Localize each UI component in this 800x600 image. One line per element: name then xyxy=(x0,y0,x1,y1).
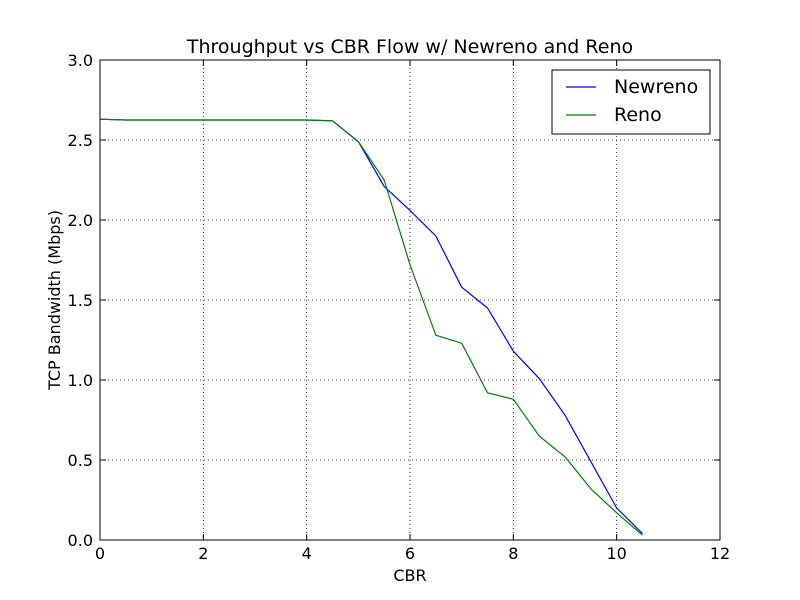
axis-ticks xyxy=(99,59,721,541)
x-tick-label: 8 xyxy=(508,544,518,563)
y-tick-label: 2.0 xyxy=(68,211,93,230)
legend-box xyxy=(551,69,711,135)
y-tick-label: 2.5 xyxy=(68,131,93,150)
legend-label-reno: Reno xyxy=(614,104,662,126)
series-line-reno xyxy=(99,118,643,536)
series-layer xyxy=(99,118,643,536)
y-tick-label: 1.0 xyxy=(68,371,93,390)
x-tick-label: 6 xyxy=(405,544,415,563)
x-axis-label: CBR xyxy=(393,566,426,585)
x-tick-label: 2 xyxy=(198,544,208,563)
x-tick-label: 4 xyxy=(302,544,312,563)
y-tick-label: 3.0 xyxy=(68,51,93,70)
y-tick-label: 1.5 xyxy=(68,291,93,310)
y-tick-labels: 0.0 0.5 1.0 1.5 2.0 2.5 3.0 xyxy=(68,51,93,550)
grid-lines xyxy=(100,60,720,540)
y-tick-label: 0.5 xyxy=(68,451,93,470)
legend: Newreno Reno xyxy=(551,69,711,135)
y-tick-label: 0.0 xyxy=(68,531,93,550)
x-tick-label: 10 xyxy=(606,544,626,563)
y-axis-label: TCP Bandwidth (Mbps) xyxy=(45,210,64,391)
chart-title: Throughput vs CBR Flow w/ Newreno and Re… xyxy=(186,36,633,58)
x-tick-label: 0 xyxy=(95,544,105,563)
legend-label-newreno: Newreno xyxy=(614,76,698,98)
x-tick-label: 12 xyxy=(710,544,730,563)
x-tick-labels: 0 2 4 6 8 10 12 xyxy=(95,544,730,563)
